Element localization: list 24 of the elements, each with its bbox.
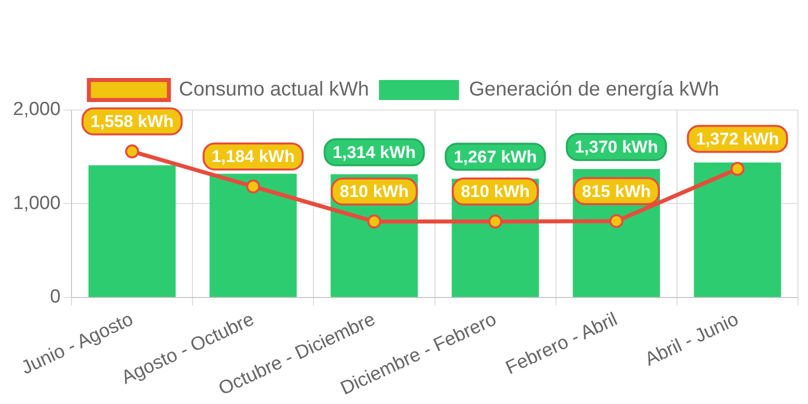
point (488, 214, 502, 229)
data-label: 1,184 kWh (212, 147, 295, 166)
bar (210, 174, 297, 297)
data-label: 1,558 kWh (90, 112, 174, 132)
data-label: 1,370 kWh (574, 138, 658, 157)
data-label: 815 kWh (582, 182, 651, 201)
y-tick-label: 1,000 (13, 192, 61, 214)
data-label: 1,372 kWh (696, 130, 780, 149)
legend-label: Consumo actual kWh (178, 78, 369, 101)
point (246, 180, 260, 194)
point (125, 144, 140, 158)
point (730, 162, 744, 176)
data-label: 810 kWh (460, 182, 530, 202)
y-tick-label: 2,000 (13, 99, 61, 120)
bar (88, 165, 176, 297)
data-label: 810 kWh (340, 182, 409, 202)
point (367, 214, 382, 229)
point (609, 214, 624, 228)
bar (694, 162, 782, 297)
y-tick-label: 0 (50, 286, 61, 308)
legend-label: Generación de energía kWh (468, 78, 720, 101)
data-label: 1,314 kWh (332, 143, 416, 162)
data-label: 1,267 kWh (454, 147, 537, 166)
x-tick-label: Abril - Junio (642, 309, 742, 371)
